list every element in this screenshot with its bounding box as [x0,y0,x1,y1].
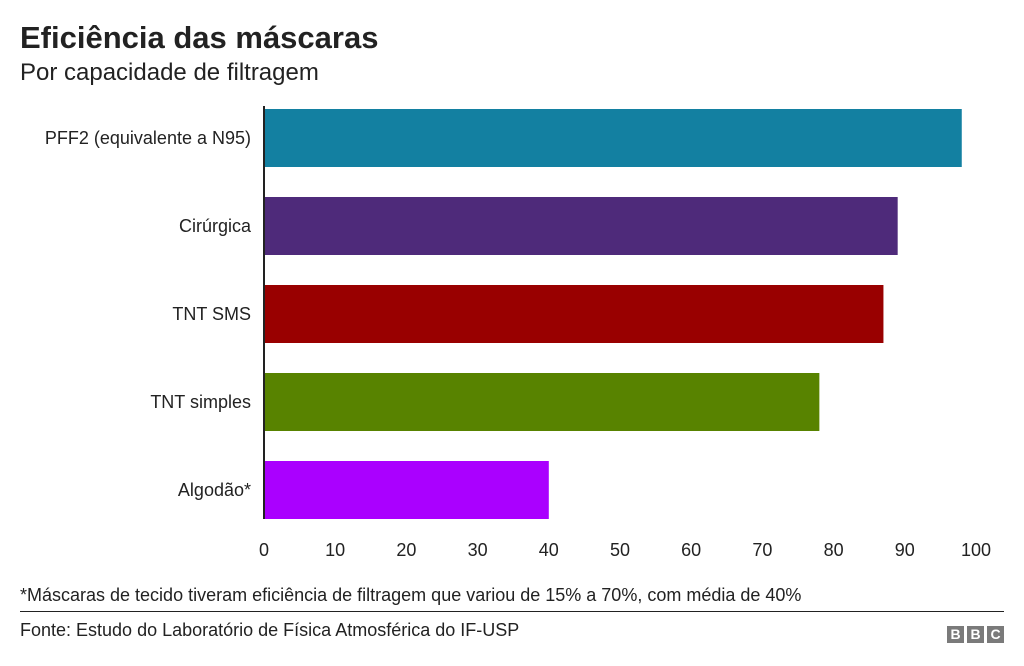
x-tick-label: 60 [681,540,701,560]
x-tick-label: 40 [539,540,559,560]
source-text: Fonte: Estudo do Laboratório de Física A… [20,620,520,640]
x-tick-label: 0 [259,540,269,560]
x-tick-label: 80 [824,540,844,560]
category-label: Cirúrgica [179,216,252,236]
bar-chart: PFF2 (equivalente a N95) Cirúrgica TNT SMS… [45,106,991,560]
category-label: PFF2 (equivalente a N95) [45,128,251,148]
x-tick-label: 20 [396,540,416,560]
chart-title: Eficiência das máscaras [20,20,379,55]
bar [264,197,898,255]
x-tick-label: 50 [610,540,630,560]
bar [264,109,962,167]
footnote: *Máscaras de tecido tiveram eficiência d… [20,585,802,605]
x-tick-label: 90 [895,540,915,560]
category-label: TNT simples [150,392,251,412]
footer-divider [20,611,1004,612]
bar [264,373,820,431]
category-label: Algodão* [178,480,251,500]
x-tick-label: 30 [468,540,488,560]
bar [264,285,884,343]
x-tick-label: 10 [325,540,345,560]
x-tick-label: 70 [752,540,772,560]
x-tick-label: 100 [961,540,991,560]
chart-subtitle: Por capacidade de filtragem [20,59,319,86]
bbc-logo-letter: B [947,626,964,643]
bbc-logo-letter: C [987,626,1004,643]
bbc-logo: B B C [947,626,1004,643]
bbc-logo-letter: B [967,626,984,643]
bar [264,461,549,519]
category-label: TNT SMS [172,304,251,324]
